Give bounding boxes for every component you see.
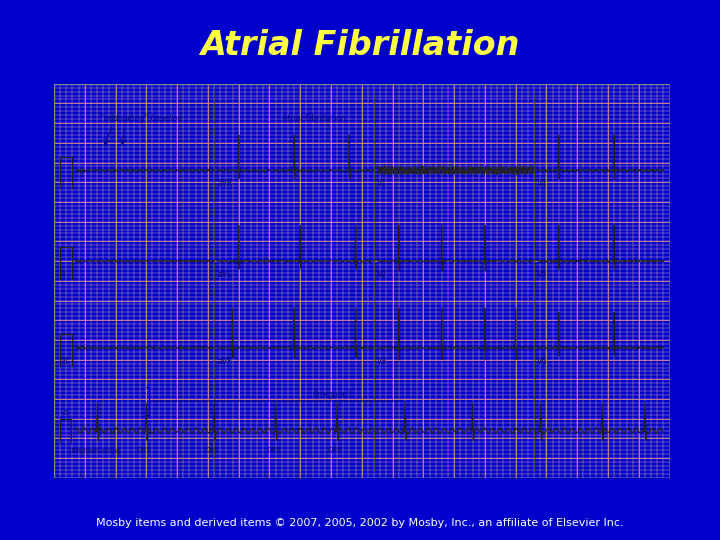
Text: V1: V1 [61, 410, 71, 416]
Text: V5: V5 [537, 270, 547, 279]
Text: QRS: QRS [137, 447, 152, 453]
Text: V4: V4 [537, 179, 547, 188]
Text: aVL: aVL [217, 270, 231, 279]
Text: Atrial Fibrillation: Atrial Fibrillation [282, 114, 346, 123]
Text: V6: V6 [537, 356, 547, 366]
Text: aVF: aVF [217, 356, 232, 366]
Text: Mosby items and derived items © 2007, 2005, 2002 by Mosby, Inc., an affiliate of: Mosby items and derived items © 2007, 20… [96, 518, 624, 528]
Text: V2: V2 [377, 270, 387, 279]
Text: III: III [61, 356, 68, 366]
Text: aVR: aVR [217, 179, 233, 188]
Text: QRS: QRS [204, 447, 220, 453]
Text: I: I [61, 179, 63, 188]
Text: V1: V1 [377, 179, 387, 188]
Text: II: II [61, 270, 66, 279]
Text: QRS: QRS [266, 447, 281, 453]
Text: QRS: QRS [328, 447, 343, 453]
Text: "undulating" baseline: "undulating" baseline [100, 114, 183, 123]
Text: V3: V3 [377, 356, 387, 366]
Text: Atrial Fibrillation: Atrial Fibrillation [200, 29, 520, 63]
Text: (Irregular): (Irregular) [312, 390, 351, 399]
Text: (Rhythm strip): (Rhythm strip) [69, 447, 120, 454]
